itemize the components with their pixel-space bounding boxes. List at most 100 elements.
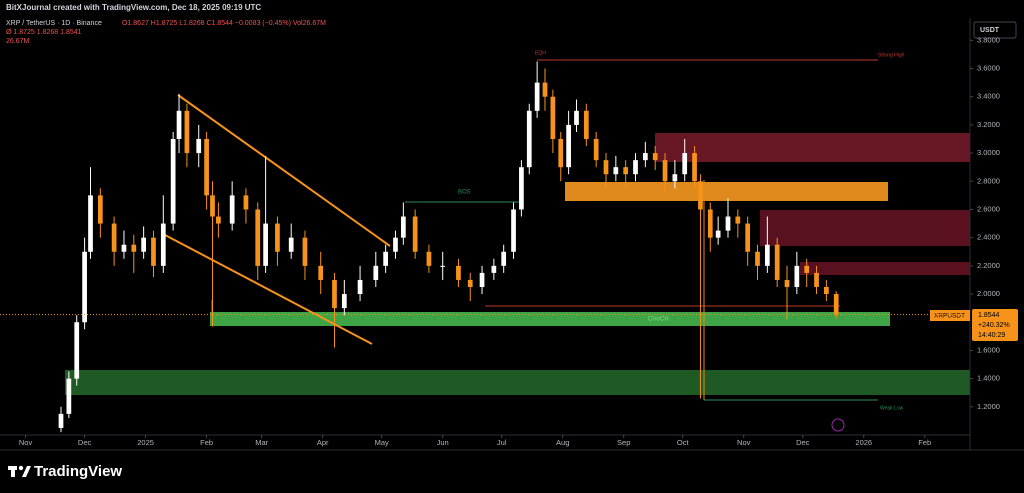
candle-body	[642, 153, 648, 161]
x-tick-label: Jul	[497, 438, 507, 447]
candle-body	[707, 209, 713, 238]
candle-body	[652, 153, 658, 161]
price-label-bg	[972, 309, 1018, 341]
candle-body	[243, 195, 249, 210]
y-tick-label: 2.8000	[977, 176, 1000, 185]
supply-zone	[800, 262, 970, 275]
candle-body	[583, 110, 589, 139]
candle-body	[715, 230, 721, 238]
annotation: CHoCH	[648, 317, 669, 323]
candle-body	[111, 223, 117, 252]
candle-body	[501, 251, 507, 266]
candle-body	[682, 153, 688, 175]
lightning-icon[interactable]	[831, 418, 845, 432]
trendline	[164, 234, 373, 345]
currency-button[interactable]	[973, 21, 1017, 39]
candle-body	[82, 251, 87, 323]
candle-body	[88, 195, 93, 252]
price-label: 1.8544	[978, 312, 1000, 319]
candle-body	[735, 216, 741, 224]
candle-body	[151, 237, 156, 266]
change-label: +240.32%	[978, 322, 1010, 329]
y-tick-label: 3.2000	[977, 120, 1000, 129]
candle-body	[160, 223, 166, 266]
candle-body	[412, 216, 418, 252]
candle-body	[794, 265, 800, 287]
y-tick-label: 3.8000	[977, 35, 1000, 44]
x-tick-label: Nov	[737, 438, 751, 447]
x-tick-label: Dec	[78, 438, 92, 447]
x-tick-label: Apr	[317, 438, 329, 447]
candle-body	[467, 279, 473, 287]
y-tick-label: 2.2000	[977, 261, 1000, 270]
logo-icon	[8, 465, 31, 477]
candle-body	[824, 286, 829, 295]
logo: TradingView	[34, 463, 122, 480]
supply-zone	[655, 133, 970, 162]
candle-body	[542, 82, 548, 97]
candle-body	[804, 265, 810, 273]
candle-body	[440, 265, 446, 267]
candle-body	[774, 244, 780, 280]
y-tick-label: 2.0000	[977, 289, 1000, 298]
candle-body	[672, 174, 678, 182]
candle-body	[519, 167, 524, 210]
drawings	[65, 59, 970, 401]
candle-body	[426, 251, 432, 266]
currency[interactable]: USDT	[980, 27, 1000, 34]
candle-body	[318, 265, 324, 280]
x-tick-label: Dec	[796, 438, 810, 447]
symbol: XRP / TetherUS · 1D · Binance	[6, 20, 102, 27]
indicator: Ø 1.8725 1.8268 1.8541	[6, 29, 82, 36]
candle-body	[357, 279, 363, 295]
candle-body	[229, 195, 235, 224]
supply-zone	[760, 210, 970, 246]
candle-body	[633, 160, 638, 175]
candle-body	[373, 265, 379, 280]
x-tick-label: May	[375, 438, 389, 447]
y-tick-label: 1.2000	[977, 402, 1000, 411]
candle-body	[255, 209, 261, 266]
candle-body	[97, 195, 103, 224]
annotation: Strong High	[878, 52, 905, 58]
credit: BitXJournal created with TradingView.com…	[6, 3, 261, 12]
symbol-label-bg	[930, 310, 970, 321]
candle-body	[814, 272, 819, 287]
x-tick-label: Oct	[677, 438, 690, 447]
candle-body	[121, 244, 127, 252]
candle-body	[526, 110, 532, 168]
y-tick-label: 2.4000	[977, 233, 1000, 242]
candle-body	[755, 251, 760, 266]
candle-body	[764, 244, 770, 266]
y-tick-label: 3.4000	[977, 92, 1000, 101]
x-tick-label: Nov	[19, 438, 33, 447]
x-tick-label: Sep	[617, 438, 630, 447]
x-tick-label: Jun	[437, 438, 449, 447]
trendline	[177, 94, 391, 247]
candle-body	[558, 138, 564, 168]
candle-body	[184, 110, 190, 154]
candle-body	[216, 216, 221, 224]
candle-body	[833, 294, 839, 315]
candle-body	[479, 272, 485, 287]
candle-body	[692, 153, 697, 182]
candle-body	[745, 223, 751, 252]
annotation: Weak Low	[880, 405, 904, 411]
candle-body	[196, 138, 202, 154]
order-block	[565, 182, 888, 201]
annotation: BOS	[458, 190, 471, 196]
candle-body	[383, 251, 388, 266]
candle-body	[393, 237, 398, 252]
candle-body	[698, 181, 703, 210]
candle-body	[131, 244, 137, 252]
x-tick-label: Feb	[918, 438, 931, 447]
x-tick-label: 2026	[855, 438, 872, 447]
candle-body	[511, 209, 516, 252]
y-tick-label: 1.6000	[977, 345, 1000, 354]
candle-body	[275, 223, 280, 252]
candle-body	[288, 237, 294, 252]
demand-zone	[210, 312, 890, 326]
candle-body	[74, 322, 80, 379]
candle-body	[613, 167, 619, 175]
candle-body	[263, 223, 268, 266]
